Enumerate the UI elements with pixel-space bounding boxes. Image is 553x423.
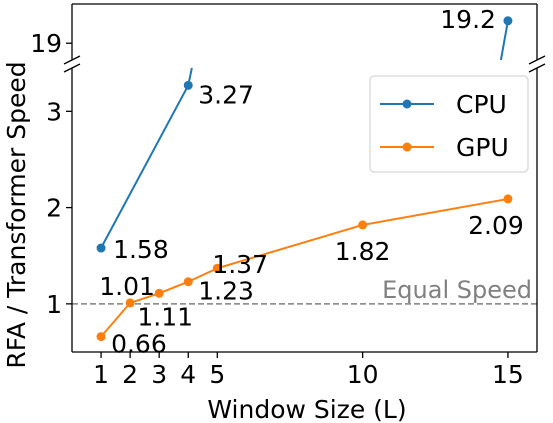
axes-frame — [63, 3, 546, 353]
y-tick-label: 1 — [46, 290, 62, 319]
y-tick-label: 3 — [46, 97, 62, 126]
gpu-data-label: 1.11 — [137, 302, 193, 331]
gpu-data-label: 1.82 — [335, 237, 391, 266]
gpu-marker — [358, 220, 368, 230]
gpu-segment — [217, 223, 363, 270]
equal-speed-label: Equal Speed — [382, 276, 532, 304]
series-lines — [100, 20, 509, 338]
x-tick-label: 10 — [347, 360, 379, 389]
gpu-data-label: 1.23 — [198, 277, 254, 306]
legend-cpu-marker — [402, 99, 412, 109]
gpu-segment — [187, 267, 218, 283]
cpu-data-label: 19.2 — [440, 5, 496, 34]
y-tick-label: 2 — [46, 194, 62, 223]
legend-gpu-label: GPU — [456, 133, 509, 162]
x-tick-label: 3 — [151, 360, 167, 389]
axis-break-mark — [528, 55, 546, 65]
gpu-marker — [96, 332, 106, 342]
gpu-marker — [503, 194, 513, 204]
gpu-marker — [125, 298, 135, 308]
axis-break-mark — [528, 63, 546, 73]
gpu-data-label: 1.37 — [212, 250, 268, 279]
legend-cpu-label: CPU — [456, 90, 507, 119]
x-tick-label: 15 — [492, 360, 524, 389]
x-axis-label: Window Size (L) — [207, 395, 406, 423]
gpu-data-label: 1.01 — [99, 272, 155, 301]
legend: CPU GPU — [369, 75, 529, 173]
gpu-segment — [158, 280, 189, 295]
data-labels: 1.58 3.27 19.2 0.66 1.011.111.231.37 1.82 2.09 — [99, 5, 523, 359]
gpu-marker — [154, 288, 164, 298]
gpu-marker — [212, 263, 222, 273]
cpu-marker — [96, 243, 106, 253]
x-tick-label: 4 — [180, 360, 196, 389]
cpu-segment — [100, 84, 190, 249]
cpu-marker — [503, 16, 513, 26]
axis-break-mark — [63, 55, 81, 65]
cpu-segment-upper — [499, 20, 509, 61]
cpu-marker — [183, 80, 193, 90]
gpu-data-label: 0.66 — [111, 330, 167, 359]
gpu-segment — [100, 302, 131, 338]
y-tick-label: 19 — [30, 29, 62, 58]
reference-line-group: Equal Speed — [72, 276, 537, 305]
gpu-data-label: 2.09 — [468, 211, 524, 240]
x-tick-label: 1 — [93, 360, 109, 389]
x-tick-label: 5 — [209, 360, 225, 389]
axis-break-mark — [63, 63, 81, 73]
gpu-marker — [183, 277, 193, 287]
cpu-data-label: 1.58 — [113, 235, 169, 264]
legend-gpu-marker — [402, 142, 412, 152]
x-tick-label: 2 — [122, 360, 138, 389]
gpu-segment — [129, 292, 160, 304]
y-axis-label: RFA / Transformer Speed — [2, 61, 31, 368]
cpu-data-label: 3.27 — [198, 80, 254, 109]
series-markers — [96, 16, 513, 342]
gpu-segment — [362, 197, 509, 226]
